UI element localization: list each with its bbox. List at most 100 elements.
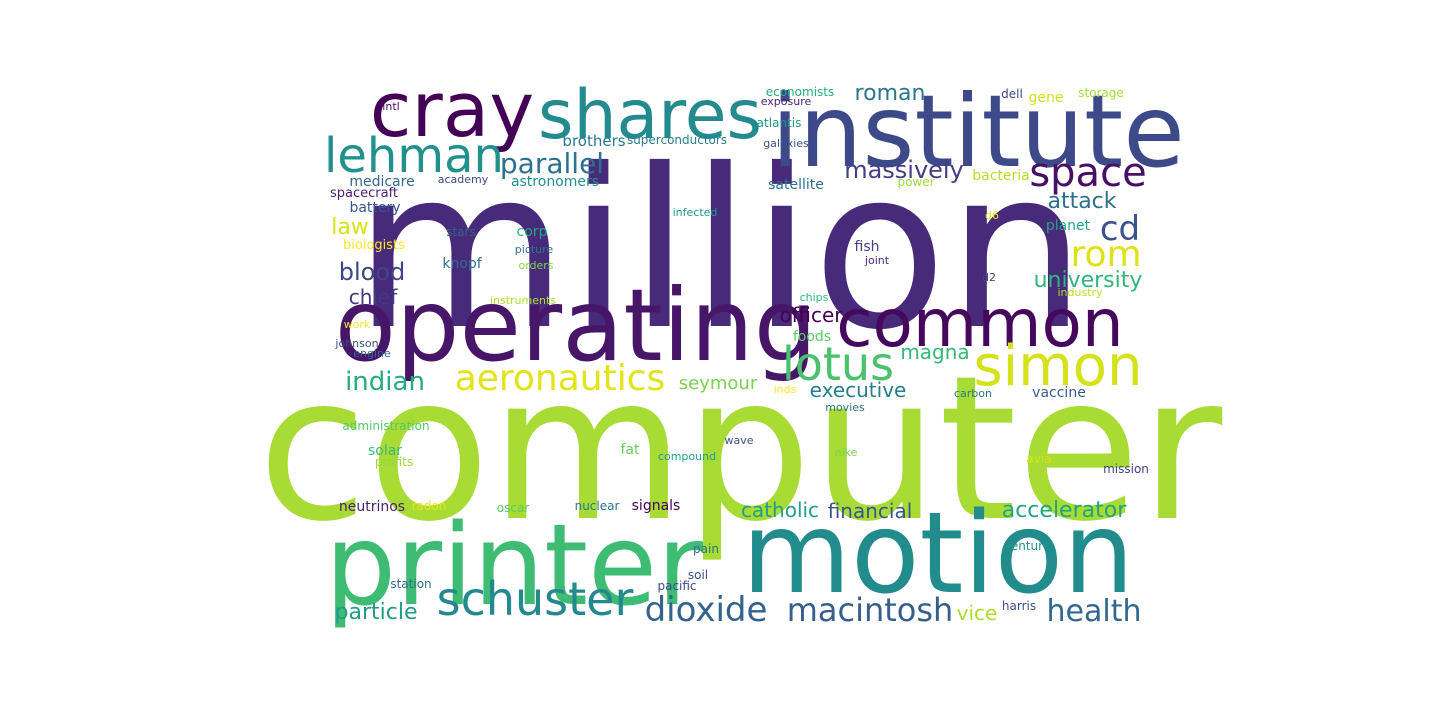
word-space: space	[1029, 150, 1146, 196]
word-vice: vice	[957, 601, 998, 625]
word-shares: shares	[538, 76, 762, 155]
word-schuster: schuster	[437, 572, 634, 626]
word-solar: solar	[368, 443, 402, 459]
word-chief: chief	[349, 285, 399, 309]
word-bacteria: bacteria	[972, 168, 1030, 184]
word-institute: institute	[771, 73, 1185, 190]
word-common: common	[836, 285, 1123, 362]
word-stars: stars	[446, 225, 476, 239]
word-nike: nike	[835, 446, 858, 459]
word-work: work	[344, 318, 371, 331]
word-macintosh: macintosh	[787, 591, 954, 629]
word-medicare: medicare	[349, 174, 414, 190]
word-pacific: pacific	[657, 579, 696, 593]
word-lehman: lehman	[324, 128, 504, 184]
word-movies: movies	[825, 401, 865, 414]
word-aeronautics: aeronautics	[455, 358, 666, 399]
word-carbon: carbon	[954, 387, 992, 400]
word-instruments: instruments	[490, 294, 556, 307]
word-nuclear: nuclear	[575, 499, 620, 513]
word-massively: massively	[844, 156, 964, 184]
word-economists: economists	[766, 85, 835, 99]
word-fat: fat	[621, 442, 641, 458]
word-pain: pain	[693, 542, 719, 556]
word-planet: planet	[1046, 218, 1091, 234]
word-indian: indian	[345, 367, 425, 397]
word-printer: printer	[325, 501, 704, 631]
word-officer: officer	[779, 303, 843, 327]
word-dioxide: dioxide	[645, 590, 768, 630]
word-mission: mission	[1103, 462, 1149, 476]
word-law: law	[331, 215, 369, 240]
word-attack: attack	[1047, 189, 1116, 214]
word-storage: storage	[1078, 86, 1124, 100]
word-power: power	[897, 175, 934, 189]
word-dell: dell	[1001, 87, 1023, 101]
word-profits: profits	[375, 455, 413, 469]
word-harris: harris	[1002, 599, 1036, 613]
word-blood: blood	[339, 258, 406, 286]
word-brothers: brothers	[562, 132, 625, 150]
word-orders: orders	[518, 259, 553, 272]
word-financial: financial	[828, 499, 913, 523]
word-superconductors: superconductors	[627, 133, 727, 147]
word-magna: magna	[900, 340, 969, 364]
word-engine: engine	[353, 347, 391, 360]
word-signals: signals	[632, 498, 681, 514]
word-vaccine: vaccine	[1032, 385, 1086, 401]
word-particle: particle	[335, 600, 418, 625]
word-industry: industry	[1057, 286, 1103, 299]
word-neutrinos: neutrinos	[339, 499, 405, 515]
word-chips: chips	[800, 291, 829, 304]
word-accelerator: accelerator	[1002, 498, 1127, 523]
word-oscar: oscar	[497, 501, 530, 515]
word-wave: wave	[724, 434, 753, 447]
word-atlantis: atlantis	[757, 116, 802, 130]
word-operating: operating	[335, 267, 817, 384]
word-biologists: biologists	[343, 238, 405, 253]
word-galaxies: galaxies	[763, 137, 809, 150]
word-venture: venture	[1004, 539, 1050, 553]
word-simon: simon	[973, 334, 1142, 399]
word-lotus: lotus	[782, 337, 894, 391]
word-motion: motion	[742, 489, 1134, 619]
word-inds: inds	[774, 383, 797, 396]
word-university: university	[1034, 268, 1143, 293]
word-gene: gene	[1029, 90, 1064, 106]
word-fish: fish	[855, 239, 880, 255]
word-satellite: satellite	[768, 177, 824, 193]
word-parallel: parallel	[500, 147, 604, 180]
word-soil: soil	[688, 568, 708, 582]
word-cray: cray	[370, 65, 535, 154]
word-exposure: exposure	[761, 95, 812, 108]
word-infected: infected	[673, 206, 718, 219]
word-avia: avia	[1026, 452, 1051, 466]
word-corp: corp	[517, 224, 548, 240]
word-picture: picture	[515, 243, 554, 256]
word-academy: academy	[438, 173, 489, 186]
word-computer: computer	[258, 333, 1223, 566]
word-executive: executive	[810, 378, 907, 402]
word-catholic: catholic	[741, 498, 819, 522]
word-spacecraft: spacecraft	[330, 186, 398, 201]
word-radon: radon	[412, 499, 447, 513]
word-johnson: johnson	[334, 337, 378, 350]
word-administration: administration	[342, 419, 429, 433]
word-d6: d6	[985, 209, 999, 222]
word-cd: cd	[1100, 209, 1140, 249]
word-million: million	[354, 122, 1087, 378]
word-health: health	[1047, 594, 1142, 629]
word-astronomers: astronomers	[511, 174, 599, 190]
word-knopf: knopf	[442, 256, 482, 272]
word-d2: d2	[982, 271, 996, 284]
word-foods: foods	[793, 329, 831, 345]
word-roman: roman	[855, 81, 926, 106]
word-joint: joint	[864, 254, 890, 267]
word-intl: intl	[382, 100, 399, 113]
word-seymour: seymour	[679, 373, 758, 394]
word-rom: rom	[1070, 234, 1141, 275]
word-compound: compound	[658, 450, 716, 463]
word-battery: battery	[349, 200, 400, 216]
word-station: station	[390, 577, 431, 591]
